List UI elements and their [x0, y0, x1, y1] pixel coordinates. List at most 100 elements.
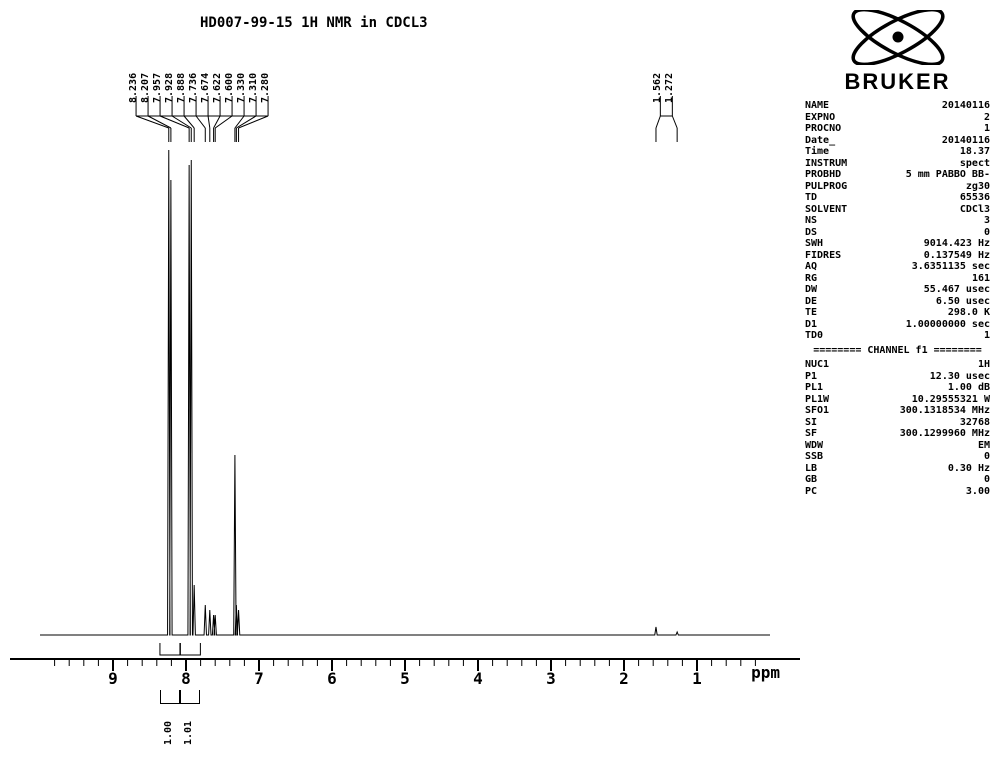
- param-row: D1 1.00000000 sec: [805, 319, 990, 331]
- param-row: Date_ 20140116: [805, 135, 990, 147]
- param-value: 18.37: [960, 146, 990, 158]
- spectrum-trace: [40, 150, 770, 635]
- param-row: PC3.00: [805, 486, 990, 498]
- param-value: 0.30 Hz: [948, 463, 990, 475]
- param-key: TE: [805, 307, 817, 319]
- param-value: 20140116: [942, 100, 990, 112]
- spectrum-title: HD007-99-15 1H NMR in CDCL3: [200, 15, 428, 31]
- param-key: RG: [805, 273, 817, 285]
- param-value: EM: [978, 440, 990, 452]
- param-key: SFO1: [805, 405, 829, 417]
- peak-ppm-label: 8.207: [140, 73, 151, 103]
- param-key: NS: [805, 215, 817, 227]
- param-row: TD01: [805, 330, 990, 342]
- param-row: PULPROGzg30: [805, 181, 990, 193]
- param-key: D1: [805, 319, 817, 331]
- param-key: SWH: [805, 238, 823, 250]
- param-key: P1: [805, 371, 817, 383]
- param-key: PULPROG: [805, 181, 847, 193]
- param-value: 0: [984, 474, 990, 486]
- integral-region: 1.00 1.01: [10, 690, 800, 750]
- param-key: SOLVENT: [805, 204, 847, 216]
- integral-value-label: 1.01: [183, 721, 194, 745]
- param-value: 1.00000000 sec: [906, 319, 990, 331]
- param-value: 300.1318534 MHz: [900, 405, 990, 417]
- param-value: spect: [960, 158, 990, 170]
- param-value: 6.50 usec: [936, 296, 990, 308]
- param-row: FIDRES0.137549 Hz: [805, 250, 990, 262]
- param-value: 1.00 dB: [948, 382, 990, 394]
- param-value: 0: [984, 227, 990, 239]
- peak-ppm-label: 7.622: [212, 73, 223, 103]
- param-row: PROBHD5 mm PABBO BB-: [805, 169, 990, 181]
- param-row: TE 298.0 K: [805, 307, 990, 319]
- peak-ppm-label: 7.928: [164, 73, 175, 103]
- param-key: Date_: [805, 135, 835, 147]
- param-row: PROCNO1: [805, 123, 990, 135]
- param-key: TD: [805, 192, 817, 204]
- param-key: PROCNO: [805, 123, 841, 135]
- integral-value-label: 1.00: [163, 721, 174, 745]
- peak-ppm-label: 7.600: [224, 73, 235, 103]
- param-key: Time: [805, 146, 829, 158]
- param-value: CDCl3: [960, 204, 990, 216]
- peak-labels-region: 8.2368.2077.9577.9287.8887.7367.6747.622…: [10, 40, 800, 120]
- param-row: Time 18.37: [805, 146, 990, 158]
- param-value: 1: [984, 330, 990, 342]
- param-row: SWH9014.423 Hz: [805, 238, 990, 250]
- axis-tick-label: 4: [468, 669, 488, 688]
- param-row: NS 3: [805, 215, 990, 227]
- axis-tick-label: 8: [176, 669, 196, 688]
- param-value: 3.6351135 sec: [912, 261, 990, 273]
- param-value: 12.30 usec: [930, 371, 990, 383]
- param-value: 10.29555321 W: [912, 394, 990, 406]
- bruker-logo-text: BRUKER: [805, 69, 990, 95]
- param-key: GB: [805, 474, 817, 486]
- param-key: DE: [805, 296, 817, 308]
- parameters-table: NAME20140116EXPNO2PROCNO1Date_20140116Ti…: [805, 100, 990, 497]
- param-row: NUC11H: [805, 359, 990, 371]
- param-row: SSB0: [805, 451, 990, 463]
- param-key: SF: [805, 428, 817, 440]
- param-value: 1H: [978, 359, 990, 371]
- param-row: TD65536: [805, 192, 990, 204]
- axis-tick-label: 5: [395, 669, 415, 688]
- param-row: RG161: [805, 273, 990, 285]
- axis-tick-label: 3: [541, 669, 561, 688]
- param-row: DS 0: [805, 227, 990, 239]
- param-key: PROBHD: [805, 169, 841, 181]
- param-key: EXPNO: [805, 112, 835, 124]
- spectrum-plot-area: 8.2368.2077.9577.9287.8887.7367.6747.622…: [10, 30, 800, 670]
- peak-ppm-label: 7.957: [152, 73, 163, 103]
- param-value: 32768: [960, 417, 990, 429]
- peak-ppm-label: 7.310: [248, 73, 259, 103]
- param-value: 3: [984, 215, 990, 227]
- param-row: EXPNO2: [805, 112, 990, 124]
- param-value: 3.00: [966, 486, 990, 498]
- param-row: DW55.467 usec: [805, 284, 990, 296]
- peak-ppm-label: 7.736: [188, 73, 199, 103]
- param-key: DS: [805, 227, 817, 239]
- param-value: 20140116: [942, 135, 990, 147]
- param-key: AQ: [805, 261, 817, 273]
- param-row: DE 6.50 usec: [805, 296, 990, 308]
- peak-ppm-label: 7.330: [236, 73, 247, 103]
- param-key: NAME: [805, 100, 829, 112]
- peak-ppm-label: 7.674: [200, 73, 211, 103]
- param-key: SSB: [805, 451, 823, 463]
- axis-ppm-label: ppm: [751, 663, 780, 682]
- bruker-logo: BRUKER: [805, 10, 990, 95]
- param-value: 298.0 K: [948, 307, 990, 319]
- param-row: LB0.30 Hz: [805, 463, 990, 475]
- axis-tick-label: 6: [322, 669, 342, 688]
- peak-ppm-label: 7.888: [176, 73, 187, 103]
- spectrum-svg: [10, 30, 800, 670]
- axis-tick-label: 2: [614, 669, 634, 688]
- param-row: SF300.1299960 MHz: [805, 428, 990, 440]
- param-row: PL11.00 dB: [805, 382, 990, 394]
- param-row: SFO1 300.1318534 MHz: [805, 405, 990, 417]
- axis-tick-label: 9: [103, 669, 123, 688]
- param-key: SI: [805, 417, 817, 429]
- param-row: GB 0: [805, 474, 990, 486]
- param-row: PL1W10.29555321 W: [805, 394, 990, 406]
